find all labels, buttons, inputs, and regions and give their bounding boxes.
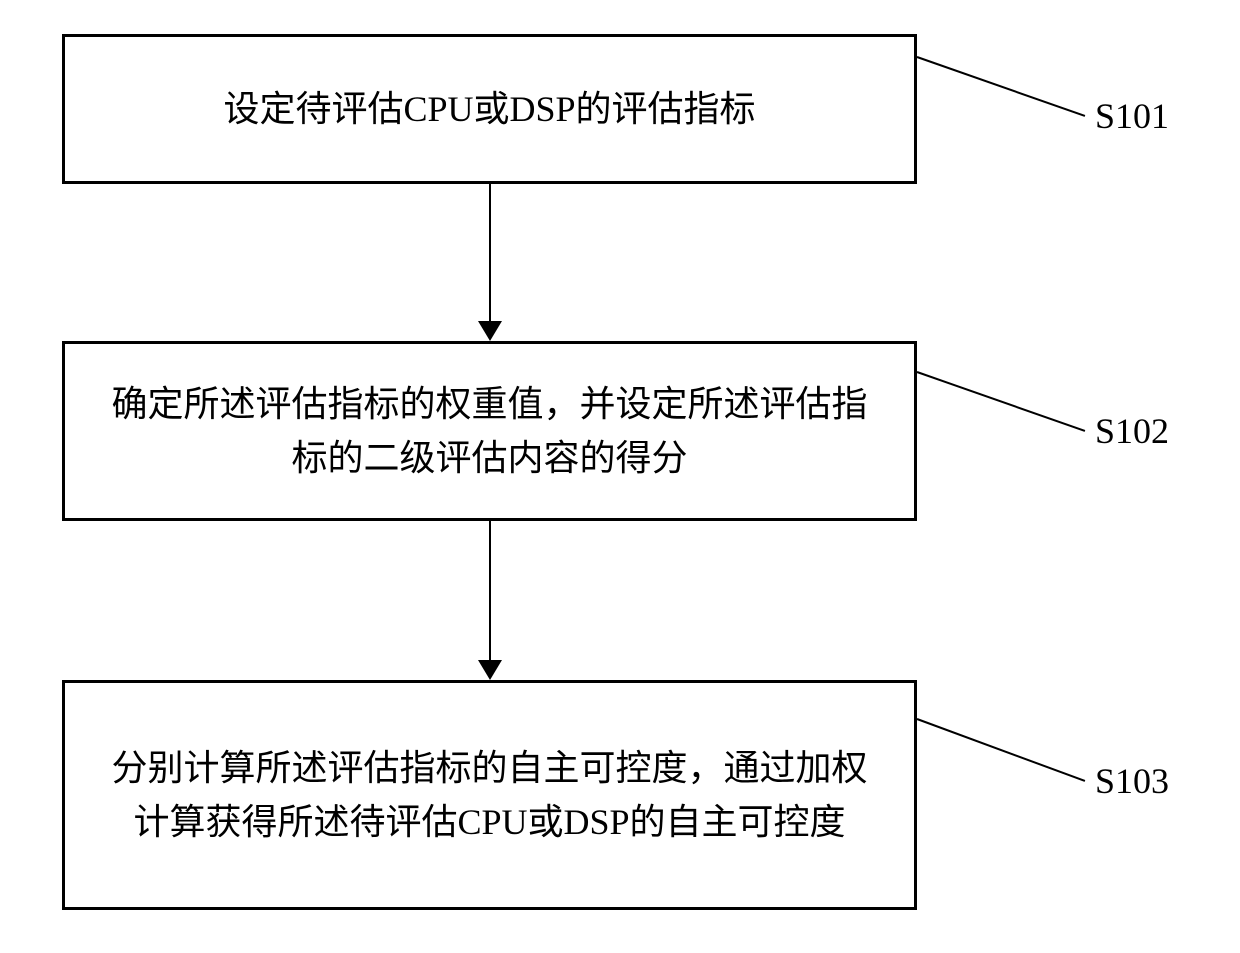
- node-1-text: 设定待评估CPU或DSP的评估指标: [223, 82, 755, 136]
- node-2-text: 确定所述评估指标的权重值，并设定所述评估指标的二级评估内容的得分: [95, 377, 884, 485]
- arrow-2-line: [489, 521, 491, 660]
- flowchart-container: 设定待评估CPU或DSP的评估指标 S101 确定所述评估指标的权重值，并设定所…: [0, 0, 1240, 953]
- flowchart-node-3: 分别计算所述评估指标的自主可控度，通过加权计算获得所述待评估CPU或DSP的自主…: [62, 680, 917, 910]
- step-label-1: S101: [1095, 95, 1169, 137]
- arrow-2-head: [478, 660, 502, 680]
- step-label-2: S102: [1095, 410, 1169, 452]
- label-connector-3: [917, 718, 1086, 782]
- arrow-1-head: [478, 321, 502, 341]
- step-label-3: S103: [1095, 760, 1169, 802]
- flowchart-node-2: 确定所述评估指标的权重值，并设定所述评估指标的二级评估内容的得分: [62, 341, 917, 521]
- flowchart-node-1: 设定待评估CPU或DSP的评估指标: [62, 34, 917, 184]
- label-connector-2: [917, 371, 1086, 432]
- node-3-text: 分别计算所述评估指标的自主可控度，通过加权计算获得所述待评估CPU或DSP的自主…: [95, 741, 884, 849]
- arrow-1-line: [489, 184, 491, 321]
- label-connector-1: [917, 56, 1086, 117]
